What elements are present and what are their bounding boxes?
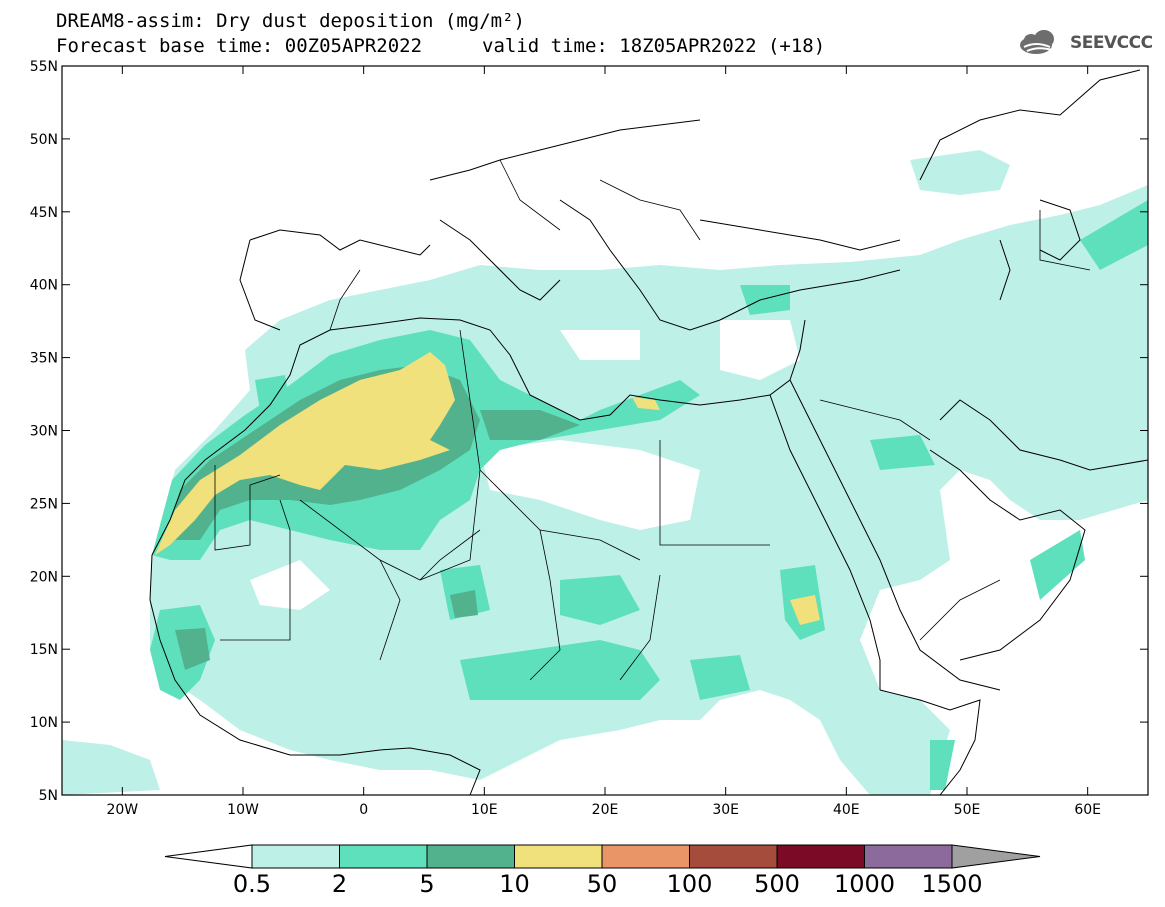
colorbar-label: 0.5: [233, 870, 271, 898]
lon-tick-label: 40E: [833, 802, 860, 818]
valid-time: valid time: 18Z05APR2022 (+18): [482, 35, 826, 57]
colorbar-label: 50: [587, 870, 618, 898]
colorbar-over-triangle: [951, 844, 1041, 869]
forecast-base-time: Forecast base time: 00Z05APR2022: [56, 35, 423, 57]
lat-tick-label: 30N: [30, 424, 58, 440]
lat-tick-label: 5N: [39, 788, 58, 804]
seevccc-logo: [1020, 30, 1054, 54]
lat-tick-label: 10N: [30, 715, 58, 731]
lat-tick-label: 50N: [30, 132, 58, 148]
colorbar-swatch: [426, 844, 515, 869]
colorbar-swatch: [601, 844, 690, 869]
lon-tick-label: 10E: [471, 802, 498, 818]
logo-text: SEEVCCC: [1070, 33, 1153, 53]
lat-tick-label: 25N: [30, 496, 58, 512]
cloud-icon: [1020, 30, 1054, 54]
coastlines: [149, 69, 1148, 795]
lon-tick-label: 30E: [712, 802, 739, 818]
lat-tick-label: 55N: [30, 59, 58, 75]
axis-ticks: 55N 50N 45N 40N 35N 30N 25N 20N 15N 10N 5N 20W 10W 0 1…: [30, 59, 1148, 818]
lon-tick-label: 0: [359, 802, 368, 818]
colorbar: 0.5 2 5 10 50 100 500 1000 1500: [164, 844, 1041, 898]
colorbar-label: 5: [419, 870, 434, 898]
colorbar-label: 1000: [834, 870, 895, 898]
contour-level-0-5-east: [910, 150, 1010, 195]
colorbar-swatch: [339, 844, 428, 869]
colorbar-label: 1500: [921, 870, 982, 898]
lon-tick-label: 20W: [106, 802, 138, 818]
colorbar-label: 100: [667, 870, 713, 898]
lat-tick-label: 40N: [30, 278, 58, 294]
lon-tick-label: 60E: [1074, 802, 1101, 818]
contour-level-10: [155, 352, 455, 555]
lon-tick-label: 50E: [954, 802, 981, 818]
colorbar-swatch: [689, 844, 778, 869]
colorbar-swatch: [514, 844, 603, 869]
colorbar-label: 10: [499, 870, 530, 898]
lat-tick-label: 15N: [30, 642, 58, 658]
map-title: DREAM8-assim: Dry dust deposition (mg/m²…: [56, 10, 525, 32]
colorbar-swatch: [776, 844, 865, 869]
colorbar-swatch: [864, 844, 953, 869]
colorbar-swatch: [251, 844, 340, 869]
lat-tick-label: 35N: [30, 351, 58, 367]
colorbar-label: 2: [332, 870, 347, 898]
contour-level-0-5-atlantic: [62, 740, 160, 795]
borders: [214, 159, 1091, 681]
lat-tick-label: 20N: [30, 569, 58, 585]
colorbar-under-triangle: [164, 844, 253, 869]
lat-tick-label: 45N: [30, 205, 58, 221]
lon-tick-label: 20E: [592, 802, 619, 818]
dust-field: [62, 150, 1148, 795]
colorbar-label: 500: [754, 870, 800, 898]
lon-tick-label: 10W: [227, 802, 259, 818]
